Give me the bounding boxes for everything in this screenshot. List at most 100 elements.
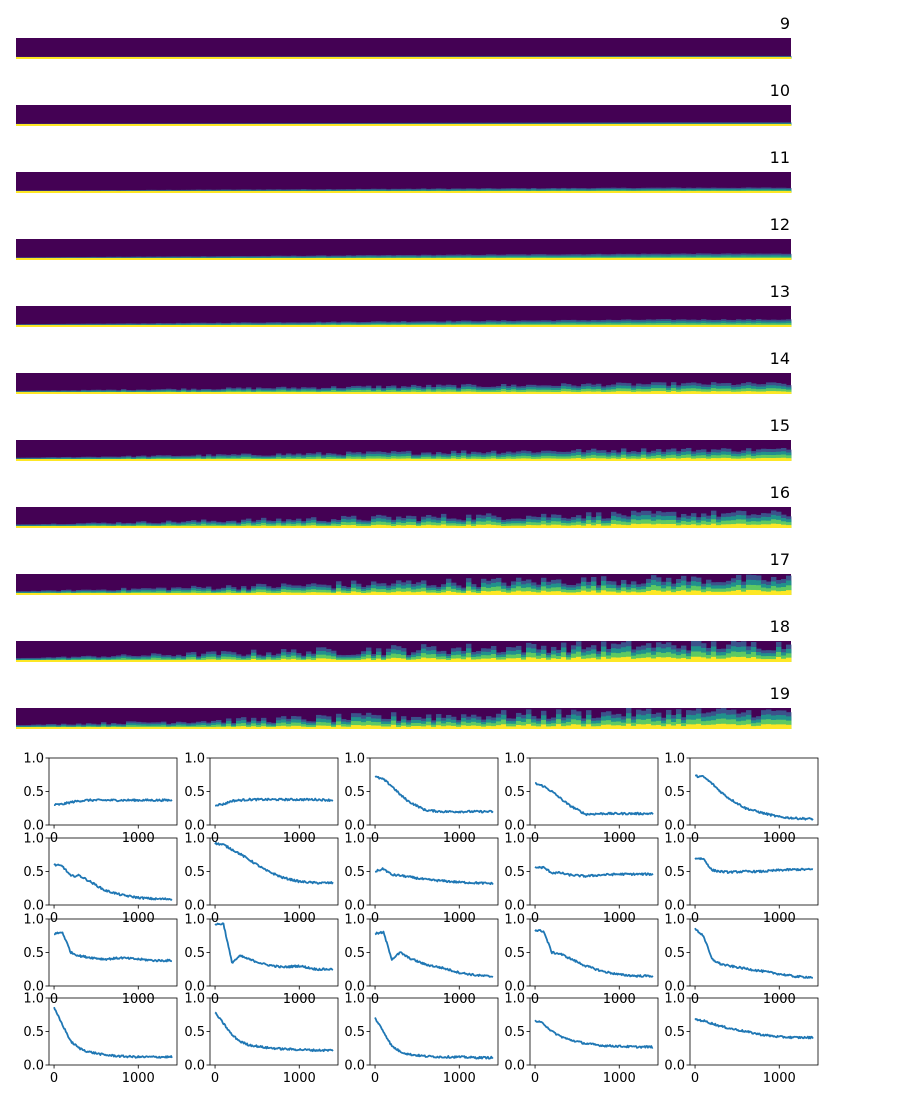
heatmap-strip-17: 17 [16,550,792,595]
heat-cell [671,388,677,394]
heat-cell [441,389,447,394]
heat-cell [771,388,777,394]
strip-baseline [16,526,791,528]
heat-cell [656,523,662,528]
heat-cell [706,389,712,394]
heat-cell [646,523,652,528]
heatmap-strip-16: 16 [16,483,792,528]
strip-label: 17 [770,550,790,569]
strip-label: 9 [780,14,790,33]
heat-cell [696,522,702,528]
heat-cell [716,522,722,528]
heat-cell [556,389,562,394]
heat-cell [716,455,722,461]
heat-cell [761,389,767,394]
heat-cell [596,520,602,528]
heat-cell [736,456,742,461]
heat-cell [371,456,377,461]
heatmap-strip-10: 10 [16,81,792,126]
strip-baseline [16,258,791,260]
heat-cell [471,456,477,461]
heat-cell [541,520,547,528]
heat-cell [261,522,267,528]
heat-cell [561,456,567,461]
strip-baseline [16,191,791,193]
heat-cell [511,389,517,394]
heat-cell [491,521,497,528]
heat-cell [396,456,402,461]
strip-baseline [16,124,791,126]
strip-baseline [16,392,791,394]
strip-label: 16 [770,483,790,502]
heat-cell [416,389,422,394]
heat-cell [446,389,452,394]
heat-cell [366,456,372,461]
heat-cell [401,456,407,461]
heat-cell [696,455,702,461]
heat-cell [716,388,722,394]
heat-cell [666,389,672,394]
heat-cell [771,523,777,528]
heat-cell [506,456,512,461]
heat-cell [531,456,537,461]
heat-cell [356,456,362,461]
heat-cell [426,389,432,394]
heat-cell [606,523,612,528]
heat-cell [631,523,637,528]
heat-cell [391,523,397,528]
strip-label: 11 [770,148,790,167]
heat-cell [786,389,792,394]
heat-cell [641,519,647,528]
strip-baseline [16,325,791,327]
heat-cell [641,523,647,528]
heat-cell [786,522,792,528]
heat-cell [621,454,627,461]
heat-cell [711,523,717,528]
heat-cell [621,521,627,528]
heat-cell [766,520,772,528]
heat-cell [666,523,672,528]
heat-cell [676,522,682,528]
heat-cell [481,521,487,528]
heat-cell [781,521,787,528]
heat-cell [556,521,562,528]
heat-cell [366,389,372,394]
strip-label: 10 [770,81,790,100]
heat-cell [341,521,347,528]
heat-cell [411,389,417,394]
heat-cell [746,521,752,528]
heat-cell [566,523,572,528]
heat-cell [296,523,302,528]
heat-cell [741,523,747,528]
heat-cell [776,523,782,528]
heat-cell [686,521,692,528]
heatmap-strip-14: 14 [16,349,792,394]
strip-baseline [16,57,791,59]
heat-cell [501,456,507,461]
heat-cell [671,523,677,528]
heat-cell [521,455,527,461]
heat-cell [586,388,592,394]
heat-cell [631,389,637,394]
heat-cell [586,520,592,528]
heat-cell [736,523,742,528]
heat-cell [246,523,252,528]
strip-label: 14 [770,349,790,368]
heat-cell [611,523,617,528]
heat-cell [656,519,662,528]
heat-cell [581,456,587,461]
strip-background [16,105,791,126]
strip-label: 15 [770,416,790,435]
heatmap-strip-12: 12 [16,215,792,260]
heat-cell [506,523,512,528]
heat-cell [486,456,492,461]
heat-cell [756,455,762,461]
heatmap-strip-9: 9 [16,14,792,59]
heat-cell [526,389,532,394]
heat-cell [696,388,702,394]
strip-label: 12 [770,215,790,234]
heat-cell [676,456,682,461]
heat-cell [671,519,677,528]
heatmap-strip-11: 11 [16,148,792,193]
